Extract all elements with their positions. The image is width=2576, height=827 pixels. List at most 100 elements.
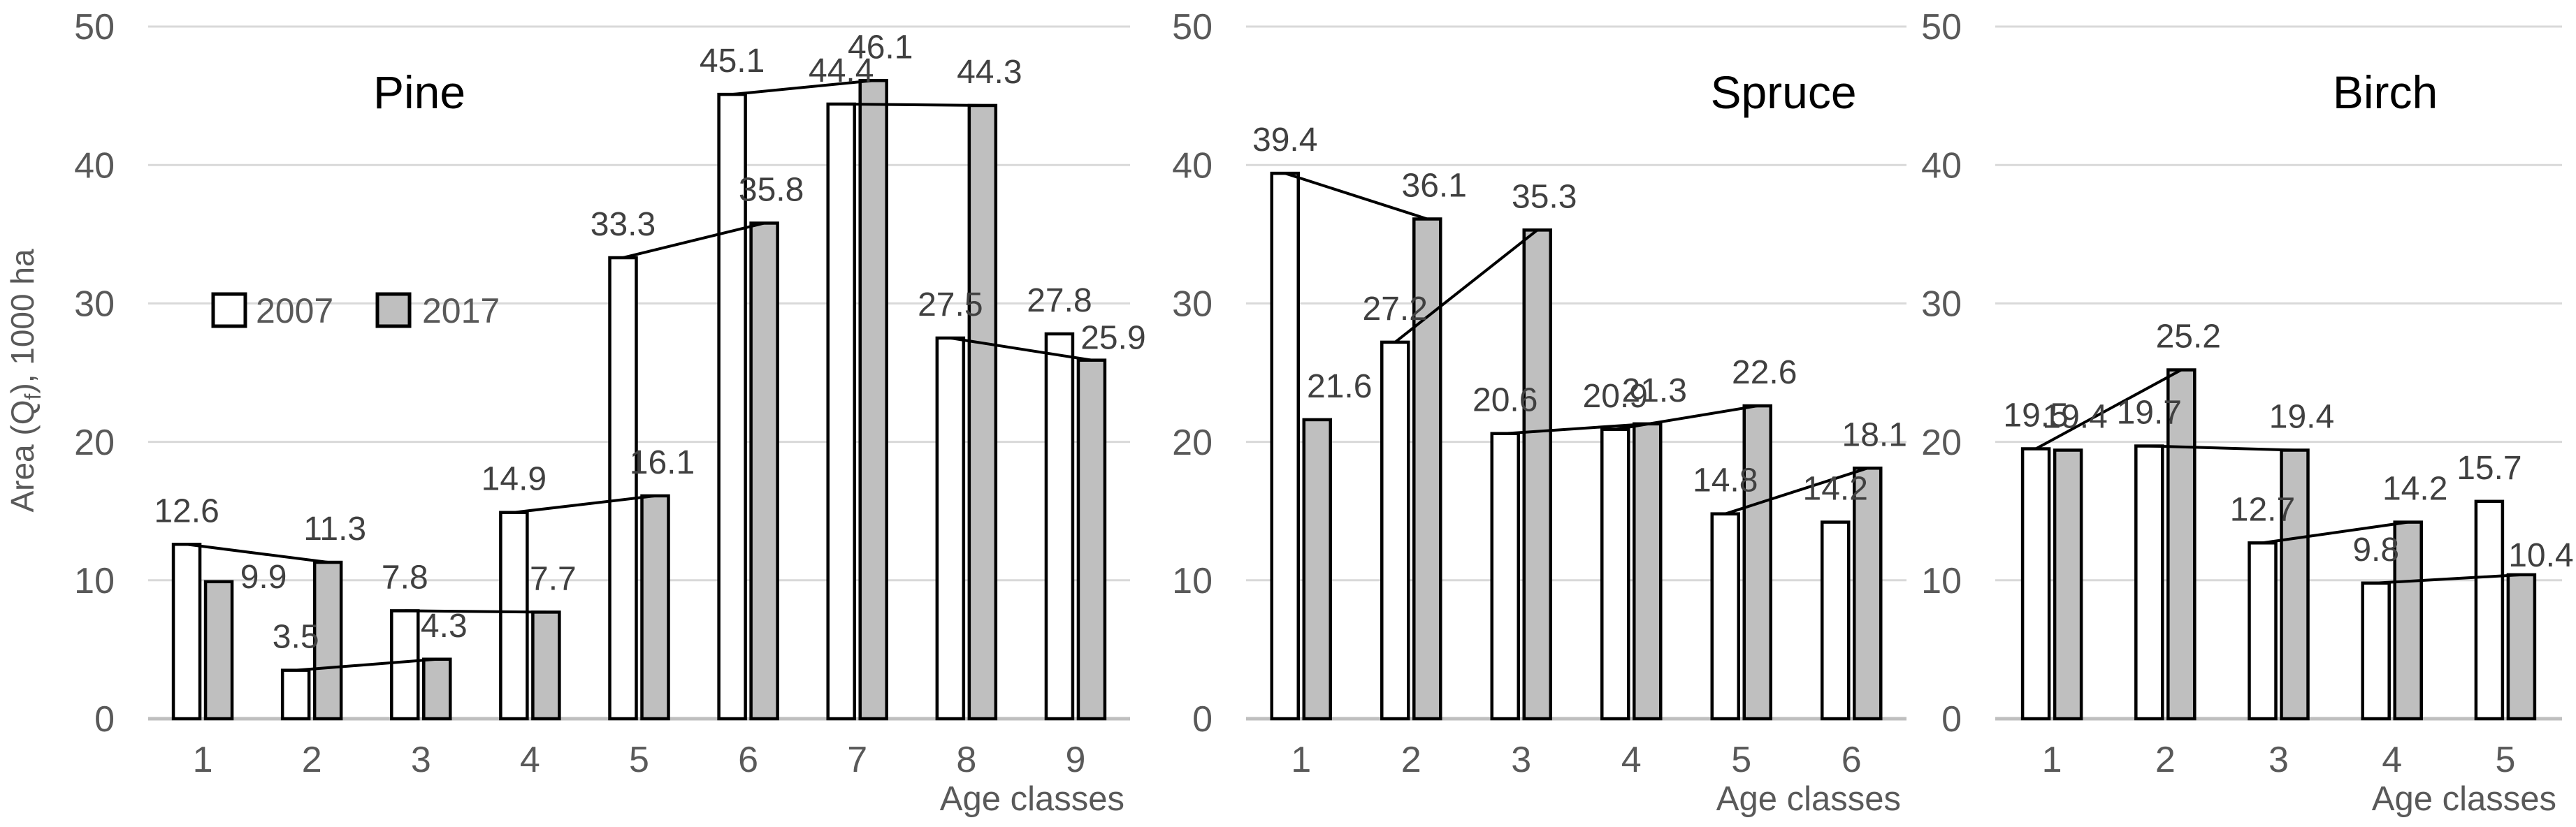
y-tick-label: 20 — [1921, 423, 1962, 463]
bar-2017-class-7 — [858, 79, 888, 721]
cohort-connector-line — [950, 336, 1092, 362]
data-label-2007: 44.4 — [809, 52, 874, 89]
panel-title-birch: Birch — [2333, 66, 2438, 118]
bar-2007-class-7 — [826, 102, 856, 721]
x-axis-title: Age classes — [1716, 780, 1901, 818]
data-label-2007: 20.6 — [1472, 382, 1537, 419]
bar-2007-class-4 — [2361, 581, 2391, 721]
y-tick-label: 30 — [74, 284, 115, 325]
legend-swatch-2017 — [375, 292, 412, 328]
data-label-2017: 16.1 — [630, 444, 695, 481]
legend-label-2017: 2017 — [422, 291, 500, 330]
y-tick-label: 10 — [1921, 561, 1962, 601]
data-label-2007: 7.8 — [382, 559, 428, 596]
cohort-connector-line — [405, 609, 547, 614]
data-label-2007: 39.4 — [1252, 122, 1317, 159]
x-tick-label: 3 — [411, 740, 431, 780]
data-label-2017: 21.6 — [1307, 368, 1372, 405]
x-tick-label: 8 — [956, 740, 976, 780]
data-label-2007: 12.7 — [2230, 491, 2295, 528]
data-label-2017: 9.9 — [240, 559, 287, 596]
y-tick-label: 30 — [1172, 284, 1213, 325]
y-tick-label: 40 — [74, 145, 115, 186]
y-tick-label: 0 — [1192, 699, 1213, 740]
y-tick-label: 40 — [1921, 145, 1962, 186]
data-label-2007: 33.3 — [591, 206, 656, 243]
data-label-2007: 3.5 — [273, 619, 319, 656]
y-tick-label: 40 — [1172, 145, 1213, 186]
cohort-connector-line — [1614, 404, 1758, 431]
bar-2017-class-1 — [1302, 418, 1332, 721]
bar-2007-class-1 — [1270, 171, 1300, 721]
data-label-2017: 7.7 — [530, 560, 577, 597]
cohort-connector-line — [2149, 444, 2295, 452]
cohort-connector-line — [2375, 573, 2522, 585]
data-label-2017: 46.1 — [848, 29, 913, 66]
bar-2007-class-5 — [1710, 512, 1740, 721]
legend-swatch-2007 — [211, 292, 247, 328]
x-tick-label: 7 — [847, 740, 867, 780]
x-tick-label: 3 — [2269, 740, 2289, 780]
y-axis-title: Area (Qf), 1000 ha — [4, 249, 45, 513]
cohort-connector-line — [732, 79, 874, 96]
bar-2017-class-5 — [1742, 404, 1772, 721]
bar-2017-class-8 — [967, 103, 998, 721]
x-tick-label: 4 — [520, 740, 540, 780]
x-tick-label: 9 — [1065, 740, 1085, 780]
x-tick-label: 2 — [302, 740, 322, 780]
cohort-connector-line — [2262, 520, 2408, 545]
x-tick-label: 2 — [2155, 740, 2176, 780]
y-tick-label: 0 — [94, 699, 115, 740]
bar-2017-class-1 — [203, 580, 234, 721]
y-tick-label: 50 — [1921, 7, 1962, 47]
cohort-connector-line — [186, 543, 328, 564]
y-tick-label: 10 — [74, 561, 115, 601]
data-label-2017: 11.3 — [303, 511, 366, 548]
data-label-2017: 36.1 — [1402, 167, 1467, 204]
cohort-connector-line — [514, 494, 656, 514]
data-label-2017: 35.8 — [739, 171, 804, 208]
data-label-2007: 19.5 — [2003, 397, 2068, 434]
y-tick-label: 20 — [1172, 423, 1213, 463]
x-tick-label: 5 — [2495, 740, 2515, 780]
bar-2007-class-3 — [1490, 432, 1520, 721]
x-tick-label: 6 — [1841, 740, 1862, 780]
bar-2017-class-5 — [640, 494, 670, 721]
data-label-2007: 15.7 — [2456, 450, 2521, 487]
bar-2007-class-6 — [717, 92, 747, 721]
data-label-2007: 19.7 — [2117, 395, 2182, 432]
x-tick-label: 6 — [738, 740, 758, 780]
data-label-2017: 35.3 — [1512, 178, 1577, 215]
data-label-2017: 19.4 — [2042, 398, 2107, 435]
x-tick-label: 5 — [629, 740, 649, 780]
bar-2017-class-5 — [2506, 573, 2537, 721]
x-tick-label: 2 — [1401, 740, 1421, 780]
y-tick-label: 0 — [1941, 699, 1962, 740]
bar-2007-class-6 — [1821, 520, 1851, 721]
bar-2007-class-3 — [2248, 541, 2278, 721]
data-label-2017: 44.3 — [957, 54, 1022, 91]
x-tick-label: 1 — [193, 740, 213, 780]
bar-2007-class-9 — [1044, 332, 1075, 721]
bar-2007-class-2 — [1380, 340, 1410, 721]
data-label-2017: 18.1 — [1842, 416, 1907, 453]
panel-title-pine: Pine — [373, 66, 465, 118]
bar-2017-class-3 — [2280, 448, 2310, 721]
y-tick-label: 10 — [1172, 561, 1213, 601]
x-tick-label: 3 — [1511, 740, 1531, 780]
data-label-2007: 27.2 — [1363, 291, 1428, 328]
data-label-2007: 27.5 — [918, 286, 983, 323]
bar-2007-class-8 — [935, 336, 966, 721]
cohort-connector-line — [2035, 368, 2183, 451]
x-tick-label: 1 — [2042, 740, 2062, 780]
bar-2017-class-6 — [1853, 467, 1883, 721]
data-label-2007: 14.8 — [1693, 462, 1758, 499]
data-label-2007: 12.6 — [154, 492, 219, 529]
cohort-connector-line — [1725, 467, 1868, 515]
bar-2017-class-3 — [422, 657, 452, 721]
data-label-2007: 14.9 — [482, 461, 547, 498]
bar-2017-class-4 — [2393, 520, 2423, 721]
x-tick-label: 4 — [2382, 740, 2402, 780]
x-axis-title: Age classes — [940, 780, 1124, 818]
